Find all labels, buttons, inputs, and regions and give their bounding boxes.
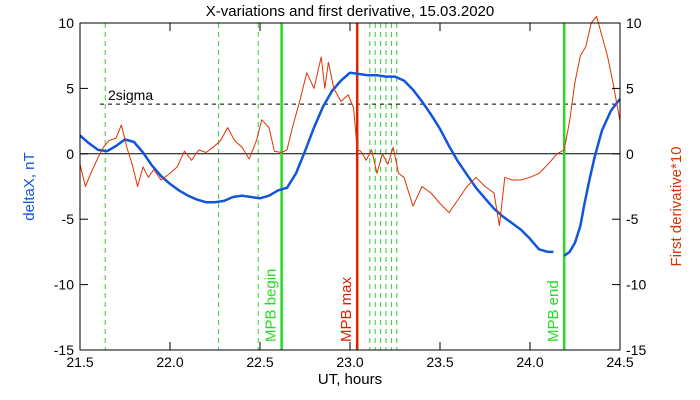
x-tick-label-1: 21.5 <box>66 354 93 370</box>
y-left-tick-label-1: 10 <box>58 15 74 31</box>
plot-area: 2sigma MPB begin MPB max MPB end <box>79 16 621 351</box>
y-right-tick-label-3: 0 <box>626 146 634 162</box>
marker-label-2: MPB max <box>338 276 355 342</box>
threshold-label: 2sigma <box>108 87 153 103</box>
x-axis-title: UT, hours <box>318 371 382 388</box>
event-marker-labels: MPB begin MPB max MPB end <box>263 269 563 342</box>
chart-title: X-variations and first derivative, 15.03… <box>206 3 495 20</box>
y-right-tick-label-5: -10 <box>626 277 646 293</box>
x-tick-label-7: 24.5 <box>606 354 633 370</box>
x-tick-label-6: 24.0 <box>516 354 543 370</box>
marker-label-3: MPB end <box>545 280 562 342</box>
y-axis-left-title: deltaX, nT <box>21 152 38 220</box>
x-tick-label-2: 22.0 <box>156 354 183 370</box>
series-derivative-line <box>79 16 621 227</box>
series-delta-line <box>79 71 554 254</box>
y-left-tick-label-4: -5 <box>62 211 75 227</box>
x-tick-label-5: 23.5 <box>426 354 453 370</box>
event-markers <box>280 23 566 350</box>
y-right-tick-label-2: 5 <box>626 80 634 96</box>
y-left-tick-label-2: 5 <box>66 80 74 96</box>
y-right-tick-label-4: -5 <box>626 211 639 227</box>
y-right-tick-label-1: 10 <box>626 15 642 31</box>
y-left-tick-label-6: -15 <box>54 342 74 358</box>
marker-label-1: MPB begin <box>263 269 280 342</box>
series-lines <box>79 16 621 257</box>
y-left-tick-label-3: 0 <box>66 146 74 162</box>
y-right-tick-label-6: -15 <box>626 342 646 358</box>
x-tick-label-4: 23.0 <box>336 354 363 370</box>
y-axis-right-title: First derivative*10 <box>668 146 685 266</box>
series-delta_recovery-line <box>563 98 621 257</box>
y-left-tick-label-5: -10 <box>54 277 74 293</box>
axis-ticks: 21.5 22.0 22.5 23.0 23.5 24.0 24.5 10 5 0 -5 -10 -15… <box>54 15 647 370</box>
x-tick-label-3: 22.5 <box>246 354 273 370</box>
